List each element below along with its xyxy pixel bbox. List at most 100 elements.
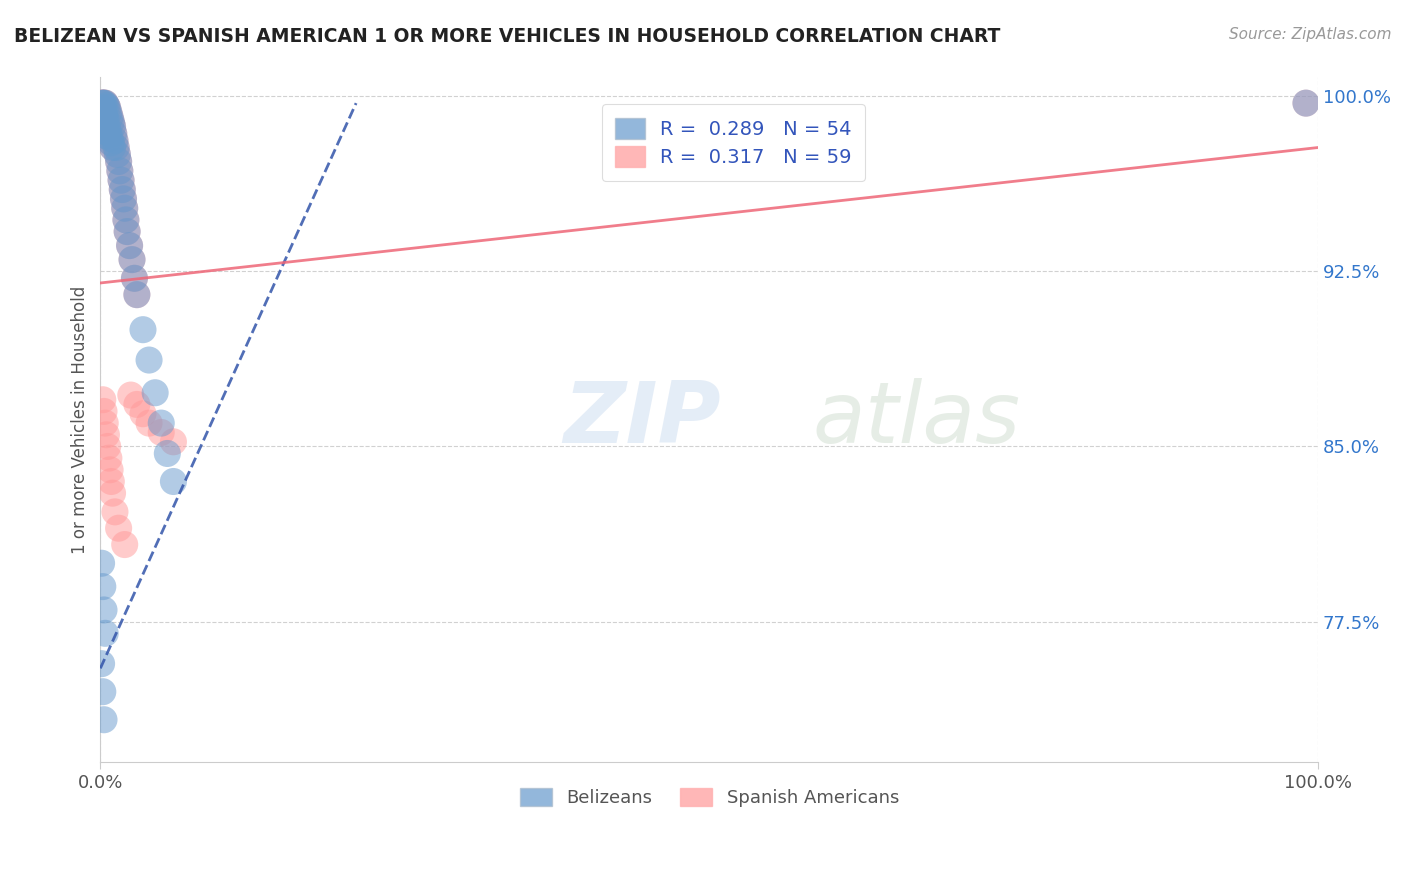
Point xyxy=(105,140,128,154)
Point xyxy=(104,134,127,148)
Point xyxy=(108,164,131,178)
Point xyxy=(94,110,117,124)
Point xyxy=(111,182,134,196)
Point xyxy=(97,105,120,120)
Point xyxy=(118,238,141,252)
Text: ZIP: ZIP xyxy=(564,378,721,461)
Point xyxy=(94,124,117,138)
Point xyxy=(93,96,115,111)
Point xyxy=(121,252,143,267)
Point xyxy=(114,537,136,551)
Point xyxy=(94,124,117,138)
Point xyxy=(94,416,117,430)
Point xyxy=(162,434,184,449)
Point xyxy=(103,127,125,141)
Point xyxy=(132,407,155,421)
Point xyxy=(96,98,118,112)
Point xyxy=(101,120,124,134)
Point xyxy=(156,446,179,460)
Point xyxy=(115,213,138,227)
Point xyxy=(138,416,160,430)
Point xyxy=(108,164,131,178)
Point xyxy=(94,96,117,111)
Point xyxy=(93,603,115,617)
Point xyxy=(150,425,173,440)
Point xyxy=(107,154,129,169)
Point xyxy=(100,136,122,150)
Point xyxy=(90,101,112,115)
Point xyxy=(143,385,166,400)
Point xyxy=(97,101,120,115)
Point xyxy=(91,96,114,111)
Point xyxy=(90,96,112,111)
Point xyxy=(91,105,114,120)
Point xyxy=(103,127,125,141)
Point xyxy=(93,96,115,111)
Point xyxy=(114,201,136,215)
Point xyxy=(162,475,184,489)
Point xyxy=(138,353,160,368)
Point xyxy=(90,556,112,570)
Point xyxy=(96,128,118,143)
Point xyxy=(98,131,121,145)
Point xyxy=(91,684,114,698)
Point xyxy=(96,115,118,129)
Point xyxy=(91,580,114,594)
Text: Source: ZipAtlas.com: Source: ZipAtlas.com xyxy=(1229,27,1392,42)
Point xyxy=(115,225,138,239)
Point xyxy=(107,521,129,535)
Point xyxy=(93,108,115,122)
Point xyxy=(115,225,138,239)
Point xyxy=(96,427,118,442)
Point xyxy=(98,463,121,477)
Point xyxy=(97,127,120,141)
Point xyxy=(105,147,128,161)
Point xyxy=(94,110,117,124)
Point xyxy=(104,505,127,519)
Point xyxy=(1295,96,1317,111)
Point xyxy=(90,657,112,671)
Point xyxy=(114,201,136,215)
Point xyxy=(107,154,129,169)
Point xyxy=(94,626,117,640)
Point xyxy=(93,117,115,131)
Point xyxy=(125,287,148,301)
Point xyxy=(132,323,155,337)
Point xyxy=(124,271,146,285)
Point xyxy=(100,136,122,150)
Point xyxy=(112,192,135,206)
Point xyxy=(97,440,120,454)
Point xyxy=(97,101,120,115)
Point xyxy=(94,96,117,111)
Point xyxy=(91,112,114,127)
Point xyxy=(93,117,115,131)
Point xyxy=(111,182,134,196)
Point xyxy=(105,140,128,154)
Point xyxy=(104,134,127,148)
Point xyxy=(101,140,124,154)
Point xyxy=(1295,96,1317,111)
Point xyxy=(124,271,146,285)
Point xyxy=(100,475,122,489)
Legend: Belizeans, Spanish Americans: Belizeans, Spanish Americans xyxy=(512,780,905,814)
Point xyxy=(97,105,120,120)
Point xyxy=(98,110,121,124)
Point xyxy=(101,486,124,500)
Point xyxy=(125,397,148,411)
Point xyxy=(100,115,122,129)
Point xyxy=(98,110,121,124)
Text: atlas: atlas xyxy=(813,378,1021,461)
Point xyxy=(93,713,115,727)
Y-axis label: 1 or more Vehicles in Household: 1 or more Vehicles in Household xyxy=(72,285,89,554)
Point xyxy=(105,147,128,161)
Point xyxy=(120,388,142,402)
Point xyxy=(150,416,173,430)
Text: BELIZEAN VS SPANISH AMERICAN 1 OR MORE VEHICLES IN HOUSEHOLD CORRELATION CHART: BELIZEAN VS SPANISH AMERICAN 1 OR MORE V… xyxy=(14,27,1001,45)
Point xyxy=(91,112,114,127)
Point xyxy=(100,115,122,129)
Point xyxy=(121,252,143,267)
Point xyxy=(101,140,124,154)
Point xyxy=(97,121,120,136)
Point xyxy=(101,120,124,134)
Point xyxy=(96,128,118,143)
